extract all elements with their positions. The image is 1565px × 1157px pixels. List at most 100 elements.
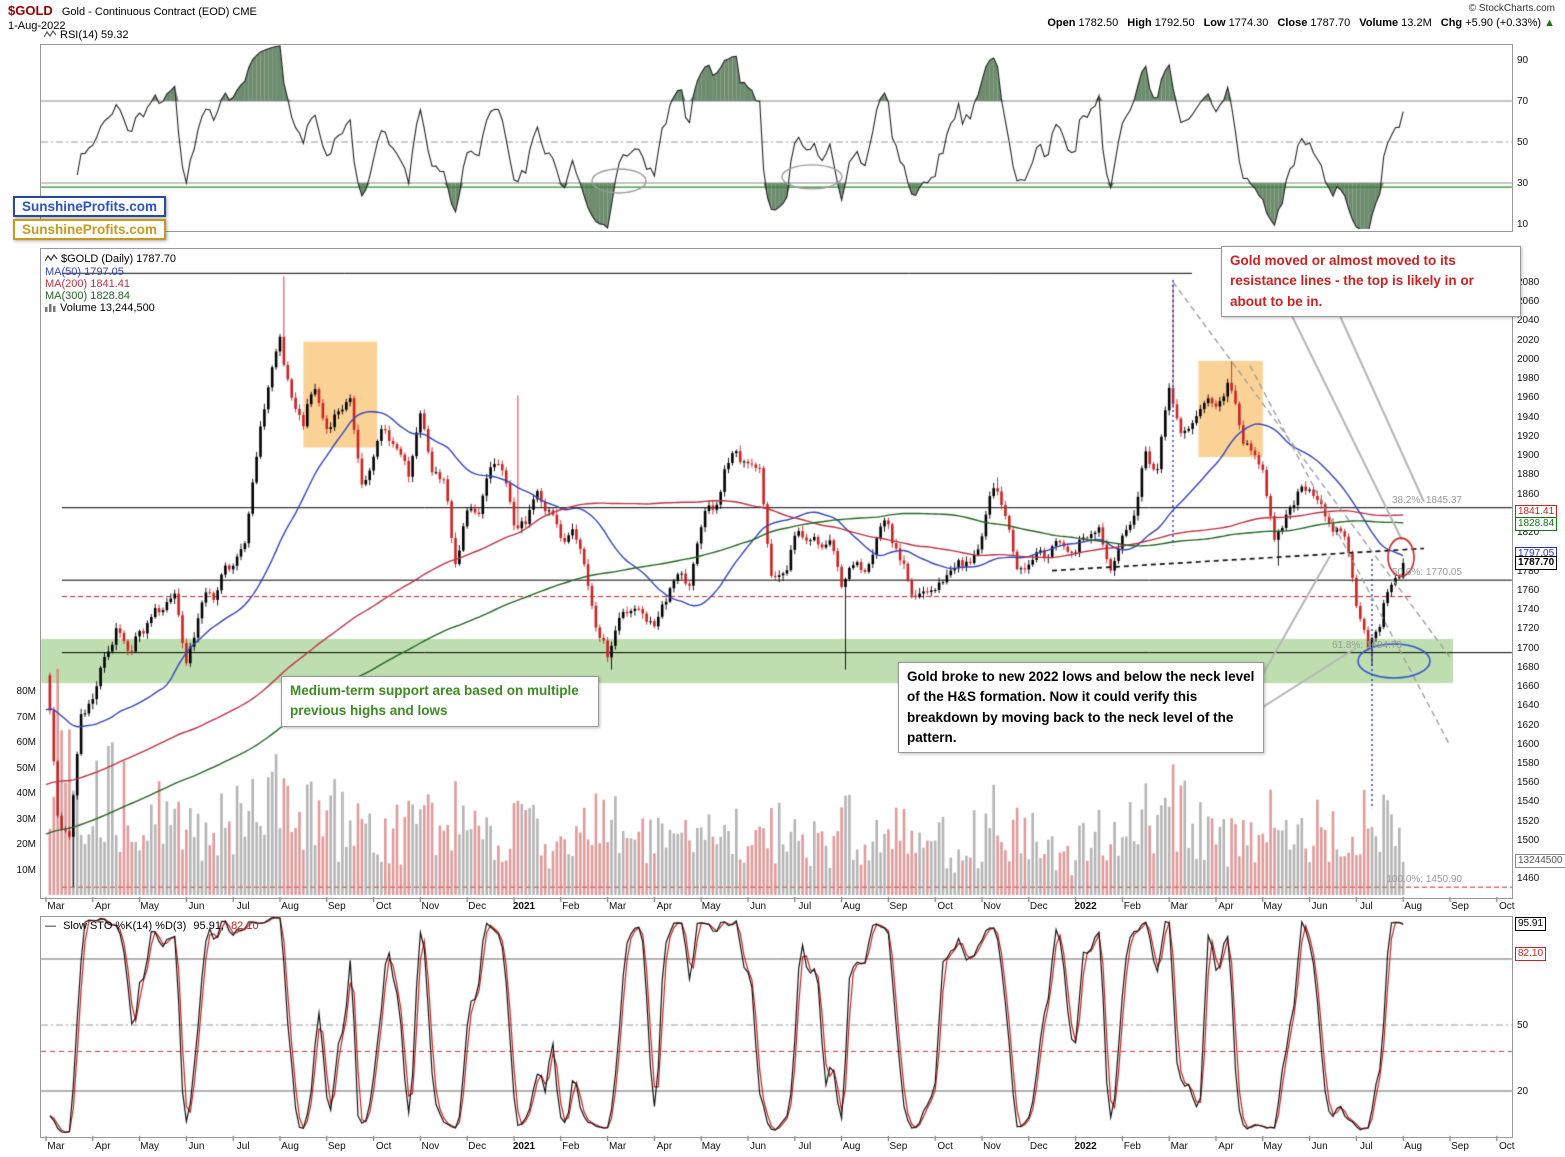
change-up-arrow-icon: ▲ (1541, 17, 1555, 29)
x-axis-label-bottom: Mar (47, 1141, 65, 1152)
price-axis-label: 1600 (1517, 738, 1540, 750)
x-axis-label-bottom: May (1263, 1141, 1283, 1152)
sunshineprofits-watermark-1[interactable]: SunshineProfits.com (13, 196, 167, 217)
x-axis-label-bottom: Sep (889, 1141, 908, 1152)
x-axis-label-bottom: Jun (1311, 1141, 1328, 1152)
stockcharts-copyright-link[interactable]: © StockCharts.com (1468, 3, 1555, 14)
quote-value: 13.2M (1398, 17, 1432, 29)
price-axis-label: 1560 (1517, 777, 1540, 789)
price-axis-label: 1700 (1517, 642, 1540, 654)
price-axis-label: 2000 (1517, 353, 1540, 365)
price-axis-label: 1900 (1517, 450, 1540, 462)
x-axis-label-bottom: Dec (468, 1141, 487, 1152)
volume-bars-icon (45, 304, 56, 312)
stoch-legend-label: Slow STO %K(14) %D(3) (63, 920, 187, 932)
x-axis-label-bottom: Jun (188, 1141, 205, 1152)
quote-label: Volume (1359, 17, 1399, 29)
price-legend-ma50: MA(50) 1797.05 (45, 266, 124, 278)
rsi-axis-label: 10 (1517, 219, 1529, 230)
x-axis-label: Aug (842, 901, 861, 912)
price-legend-symbol-label: $GOLD (Daily) 1787.70 (61, 253, 176, 265)
x-axis-label: Apr (1218, 901, 1234, 912)
x-axis-label-bottom: Apr (656, 1141, 673, 1152)
x-axis-label: Sep (327, 901, 346, 912)
volume-axis-label: 30M (16, 813, 36, 825)
price-axis-label: 1580 (1517, 758, 1540, 769)
x-axis-label-bottom: Dec (1029, 1141, 1048, 1152)
price-axis-label: 1620 (1517, 719, 1540, 731)
x-axis-label-bottom: Sep (1451, 1141, 1469, 1152)
x-axis-label-bottom: Mar (608, 1141, 627, 1152)
x-axis-label: Apr (656, 901, 673, 912)
price-callout: 1828.84 (1515, 516, 1558, 531)
x-axis-label: Mar (608, 901, 627, 912)
price-axis-label: 1500 (1517, 834, 1540, 846)
x-axis-label: May (140, 901, 160, 912)
x-axis-label-bottom: Oct (937, 1141, 953, 1152)
x-axis-label-bottom: Jul (236, 1141, 250, 1152)
quote-label: Open (1047, 17, 1076, 29)
stoch-legend: — Slow STO %K(14) %D(3) 95.91, 82.10 (45, 920, 259, 932)
rsi-axis-label: 30 (1517, 178, 1529, 189)
rsi-indicator-icon (43, 29, 57, 38)
fib-level-label: 61.8%: 1694.73 (1331, 639, 1402, 651)
x-axis-label: Jul (798, 901, 812, 912)
x-axis-label: Aug (1404, 901, 1423, 912)
chart-date: 1-Aug-2022 (8, 20, 66, 32)
x-axis-label: Aug (281, 901, 299, 912)
x-axis-label: Feb (1123, 901, 1141, 912)
volume-axis-label: 20M (16, 839, 36, 850)
quote-value: 1774.30 (1225, 17, 1269, 29)
x-axis-label: Oct (937, 901, 953, 912)
x-axis-label-bottom: Oct (375, 1141, 392, 1152)
stoch-line-icon: — (45, 920, 56, 932)
quote-value: 1792.50 (1151, 17, 1195, 29)
quote-label: Close (1277, 17, 1308, 29)
x-axis-label-bottom: Apr (95, 1141, 111, 1152)
volume-callout: 13244500 (1515, 854, 1565, 869)
price-axis-label: 1760 (1517, 584, 1540, 596)
resistance-annotation: Gold moved or almost moved to its resist… (1221, 246, 1521, 317)
price-axis-label: 1860 (1517, 488, 1540, 500)
quote-value: +5.90 (+0.33%) (1462, 17, 1542, 29)
x-axis-label: 2022 (1074, 901, 1097, 912)
x-axis-label-bottom: Mar (1170, 1141, 1188, 1152)
x-axis-label: Nov (983, 901, 1001, 912)
price-indicator-icon (44, 253, 58, 262)
sunshineprofits-watermark-2[interactable]: SunshineProfits.com (13, 219, 167, 240)
price-axis-label: 1880 (1517, 469, 1540, 481)
price-axis-label: 1540 (1517, 796, 1540, 808)
price-axis-label: 1920 (1517, 430, 1540, 442)
x-axis-label: Feb (562, 901, 580, 912)
price-axis-label: 1740 (1517, 604, 1540, 616)
price-axis-label: 2060 (1517, 296, 1540, 308)
x-axis-label-bottom: Aug (1404, 1141, 1423, 1152)
x-axis-label: Nov (421, 901, 440, 912)
x-axis-label: Dec (1029, 901, 1048, 912)
x-axis-label: Jul (236, 901, 250, 912)
price-axis-label: 1960 (1517, 392, 1540, 404)
x-axis-label-bottom: Jul (1359, 1141, 1373, 1152)
x-axis-label: Mar (1170, 901, 1188, 912)
x-axis-label: Jun (749, 901, 767, 912)
x-axis-label-bottom: Apr (1218, 1141, 1234, 1152)
volume-axis-label: 10M (16, 864, 36, 876)
x-axis-label: Mar (47, 901, 65, 912)
price-callout: 1787.70 (1515, 556, 1558, 571)
stoch-axis-label: 50 (1517, 1020, 1529, 1031)
x-axis-label-bottom: Feb (562, 1141, 580, 1152)
price-legend-ma200: MA(200) 1841.41 (45, 278, 130, 290)
x-axis-label-bottom: Jun (749, 1141, 767, 1152)
price-axis-label: 1520 (1517, 815, 1540, 827)
stoch-axis-label: 20 (1517, 1086, 1529, 1097)
price-axis-label: 1640 (1517, 700, 1540, 712)
quote-label: Chg (1440, 17, 1463, 29)
stoch-callout: 82.10 (1515, 947, 1547, 962)
x-axis-label: Sep (889, 901, 908, 912)
x-axis-label: Oct (375, 901, 392, 912)
chart-header: $GOLD Gold - Continuous Contract (EOD) C… (8, 3, 257, 18)
volume-axis-label: 60M (16, 737, 36, 748)
x-axis-label: Oct (1499, 901, 1515, 912)
support-annotation: Medium-term support area based on multip… (281, 676, 599, 727)
